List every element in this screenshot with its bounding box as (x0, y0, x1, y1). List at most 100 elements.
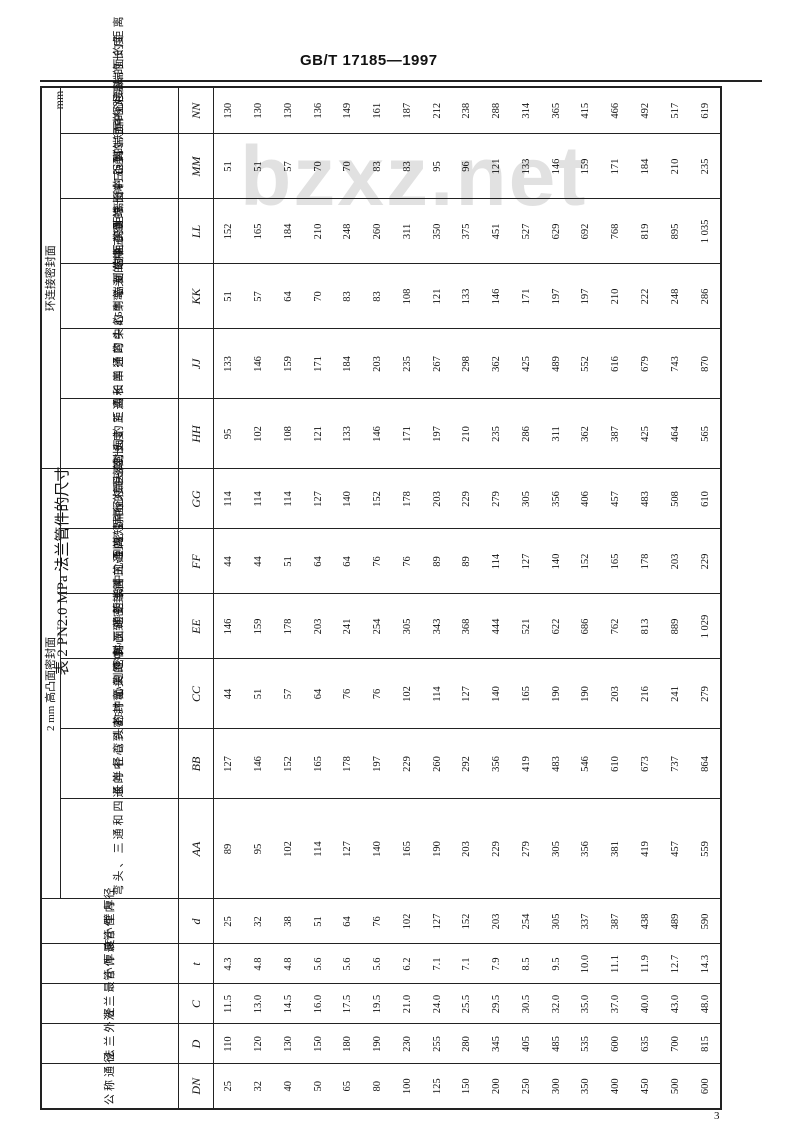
cell-aa: 89 (213, 799, 244, 899)
cell-c: 21.0 (392, 984, 423, 1024)
cell-kk: 197 (571, 263, 601, 329)
table-row: 40 130 14.5 4.8 38 102 152 57 178 51 114 108 159 64 18… (273, 86, 304, 1109)
column-label-gg: 异径接头的长度 (60, 428, 179, 529)
column-label-mm: 斜三通的短中心到端面的距离 (60, 13, 179, 199)
cell-jj: 235 (392, 328, 423, 399)
cell-c: 48.0 (690, 984, 721, 1024)
cell-bb: 152 (273, 729, 304, 799)
cell-nn: 492 (630, 86, 661, 134)
cell-t: 14.3 (690, 944, 721, 984)
cell-ff: 64 (303, 529, 334, 594)
cell-ee: 305 (392, 594, 423, 659)
cell-gg: 406 (571, 468, 601, 529)
cell-kk: 146 (481, 263, 512, 329)
cell-dn: 450 (630, 1064, 661, 1109)
cell-ll: 819 (630, 198, 661, 264)
cell-d: 127 (422, 899, 453, 944)
cell-gg: 127 (303, 468, 334, 529)
cell-bb: 673 (630, 729, 661, 799)
table-row: 125 255 24.0 7.1 127 190 260 114 343 89 203 197 267 1… (422, 86, 453, 1109)
cell-kk: 248 (660, 263, 691, 329)
table-row: 100 230 21.0 6.2 102 165 229 102 305 76 178 171 235 1… (392, 86, 423, 1109)
cell-ee: 762 (600, 594, 631, 659)
cell-ee: 368 (452, 594, 482, 659)
cell-ee: 146 (213, 594, 244, 659)
cell-nn: 149 (333, 86, 363, 134)
cell-jj: 159 (273, 328, 304, 399)
cell-jj: 679 (630, 328, 661, 399)
cell-cc: 102 (392, 659, 423, 729)
cell-gg: 114 (243, 468, 274, 529)
cell-aa: 381 (600, 799, 631, 899)
cell-jj: 184 (333, 328, 363, 399)
cell-cc: 279 (690, 659, 721, 729)
cell-hh: 133 (333, 398, 363, 469)
cell-t: 8.5 (511, 944, 542, 984)
cell-d: 230 (392, 1024, 423, 1064)
cell-t: 11.9 (630, 944, 661, 984)
cell-d: 76 (362, 899, 393, 944)
cell-ff: 140 (541, 529, 572, 594)
cell-t: 9.5 (541, 944, 572, 984)
cell-cc: 57 (273, 659, 304, 729)
cell-dn: 25 (213, 1064, 244, 1109)
cell-ff: 64 (333, 529, 363, 594)
cell-dn: 300 (541, 1064, 572, 1109)
cell-t: 7.1 (422, 944, 453, 984)
cell-hh: 95 (213, 398, 244, 469)
cell-c: 17.5 (333, 984, 363, 1024)
cell-cc: 76 (333, 659, 363, 729)
cell-mm: 57 (273, 133, 304, 199)
cell-ee: 813 (630, 594, 661, 659)
cell-ff: 44 (213, 529, 244, 594)
cell-kk: 83 (333, 263, 363, 329)
cell-dn: 600 (690, 1064, 721, 1109)
cell-ff: 203 (660, 529, 691, 594)
cell-t: 5.6 (362, 944, 393, 984)
cell-c: 40.0 (630, 984, 661, 1024)
cell-jj: 133 (213, 328, 244, 399)
table-row: 50 150 16.0 5.6 51 114 165 64 203 64 127 121 171 70 21… (303, 86, 334, 1109)
column-label-dn: 公称通径 (41, 1049, 179, 1109)
cell-ll: 1 035 (690, 198, 721, 264)
cell-kk: 171 (511, 263, 542, 329)
cell-jj: 489 (541, 328, 572, 399)
cell-kk: 222 (630, 263, 661, 329)
cell-gg: 203 (422, 468, 453, 529)
cell-jj: 146 (243, 328, 274, 399)
cell-dn: 250 (511, 1064, 542, 1109)
cell-dn: 100 (392, 1064, 423, 1109)
cell-mm: 210 (660, 133, 691, 199)
cell-ee: 178 (273, 594, 304, 659)
cell-d: 64 (333, 899, 363, 944)
cell-aa: 95 (243, 799, 274, 899)
cell-d: 590 (690, 899, 721, 944)
cell-jj: 362 (481, 328, 512, 399)
column-symbol-ll: LL (178, 198, 214, 264)
column-symbol-ff: FF (178, 529, 214, 594)
cell-gg: 305 (511, 468, 542, 529)
cell-ll: 350 (422, 198, 453, 264)
cell-ff: 44 (243, 529, 274, 594)
cell-ll: 768 (600, 198, 631, 264)
cell-hh: 311 (541, 398, 572, 469)
cell-c: 35.0 (571, 984, 601, 1024)
cell-hh: 565 (690, 398, 721, 469)
cell-ee: 1 029 (690, 594, 721, 659)
cell-hh: 146 (362, 398, 393, 469)
cell-mm: 51 (243, 133, 274, 199)
cell-nn: 130 (273, 86, 304, 134)
cell-mm: 70 (303, 133, 334, 199)
column-symbol-dn: DN (178, 1064, 214, 1109)
cell-t: 7.9 (481, 944, 512, 984)
column-symbol-d: D (178, 1024, 214, 1064)
cell-bb: 737 (660, 729, 691, 799)
cell-hh: 102 (243, 398, 274, 469)
fitting-dimensions-table: 公称通径 法兰外径 法兰最小厚度 管件最小壁厚 管件内径 2 mm 高凸面密封面 环连接密封… (40, 13, 722, 1110)
cell-kk: 210 (600, 263, 631, 329)
cell-aa: 190 (422, 799, 453, 899)
cell-d: 102 (392, 899, 423, 944)
cell-mm: 235 (690, 133, 721, 199)
cell-jj: 870 (690, 328, 721, 399)
cell-hh: 197 (422, 398, 453, 469)
